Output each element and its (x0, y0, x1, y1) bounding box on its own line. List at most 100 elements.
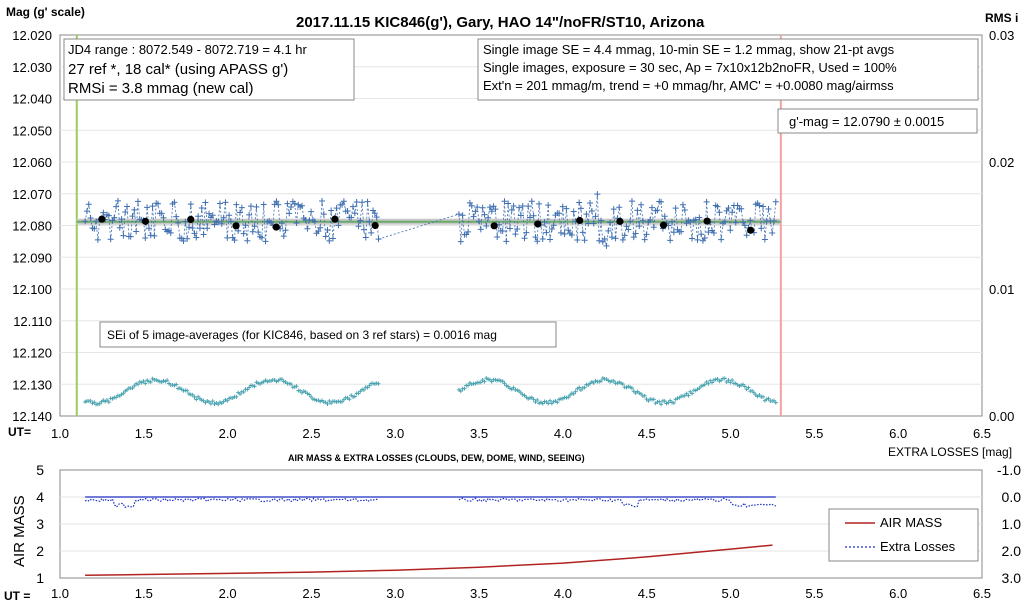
box-left: JD4 range : 8072.549 - 8072.719 = 4.1 hr… (63, 38, 355, 101)
mag-point (758, 225, 765, 232)
mag-point (286, 210, 293, 217)
rms-point (458, 389, 463, 394)
rms-point (690, 391, 695, 396)
bottom-y2tick-label: -1.0 (997, 462, 1021, 478)
mag-point (120, 232, 127, 239)
mag-point (238, 204, 245, 211)
mag-point (679, 201, 686, 208)
box-left-line-1: JD4 range : 8072.549 - 8072.719 = 4.1 hr (68, 42, 308, 57)
mag-point (235, 227, 242, 234)
mag-point (577, 205, 584, 212)
mag-point (114, 197, 121, 204)
bottom-xtick-label: 2.5 (302, 586, 320, 601)
sei-box-frame (99, 321, 557, 348)
mag-point (107, 236, 114, 243)
mag-point (559, 203, 566, 210)
mag-point (581, 237, 588, 244)
top-xlabel: UT= (8, 425, 31, 439)
mag-point (224, 234, 231, 241)
mag-point (628, 198, 635, 205)
legend-extra-label: Extra Losses (880, 539, 956, 554)
top-y2tick-label: 0.00 (989, 409, 1014, 424)
mag-point (501, 198, 508, 205)
mag-point (485, 214, 492, 221)
rms-point (686, 393, 691, 398)
bottom-xtick-label: 4.5 (638, 586, 656, 601)
rms-point (642, 393, 647, 398)
mag-point (696, 214, 703, 221)
mag-point (244, 237, 251, 244)
mag-point (661, 213, 668, 220)
mag-point (743, 232, 750, 239)
box-right-line-3: Ext'n = 201 mmag/m, trend = +0 mmag/hr, … (483, 78, 894, 93)
mag-point (196, 225, 203, 232)
airmass-series (85, 544, 773, 577)
mag-point (583, 211, 590, 218)
mag-point (113, 203, 120, 210)
rms-point (715, 377, 720, 382)
rms-point (671, 400, 676, 405)
rms-point (555, 400, 560, 405)
mag-point (607, 219, 614, 226)
mag-point (127, 233, 134, 240)
mag-point (202, 199, 209, 206)
mag-point (579, 229, 586, 236)
bottom-title: AIR MASS & EXTRA LOSSES (CLOUDS, DEW, DO… (288, 453, 585, 463)
mag-point (371, 210, 378, 217)
mag-point (565, 227, 572, 234)
mag-point (273, 198, 280, 205)
mag-point (459, 212, 466, 219)
mag-point (317, 224, 324, 231)
average-point (616, 217, 624, 225)
mag-point (694, 236, 701, 243)
bottom-ytick-label: 3 (36, 516, 44, 532)
rms-point (148, 379, 153, 384)
mag-point (280, 233, 287, 240)
mag-point (129, 213, 136, 220)
rms-point (234, 394, 239, 399)
rms-point (697, 386, 702, 391)
mag-point (326, 237, 333, 244)
mag-point (94, 236, 101, 243)
rms-point (190, 392, 195, 397)
mag-point (543, 229, 550, 236)
mag-point (512, 231, 519, 238)
mag-point (670, 229, 677, 236)
mag-point (246, 211, 253, 218)
mag-point (304, 225, 311, 232)
mag-point (732, 219, 739, 226)
mag-point (714, 203, 721, 210)
mag-point (375, 236, 382, 243)
bottom-ytick-label: 2 (36, 543, 44, 559)
average-point (703, 217, 711, 225)
bottom-xtick-label: 3.5 (470, 586, 488, 601)
mag-point (636, 223, 643, 230)
rms-point (309, 394, 314, 399)
box-left-line-3: RMSi = 3.8 mmag (new cal) (68, 80, 253, 97)
mag-point (87, 215, 94, 222)
mag-point (218, 220, 225, 227)
rms-point (639, 391, 644, 396)
top-ytick-label: 12.040 (12, 92, 52, 107)
mag-point (643, 231, 650, 238)
extra-losses-line (458, 497, 776, 508)
mag-point (654, 207, 661, 214)
mag-point (105, 212, 112, 219)
mag-point (122, 208, 129, 215)
mag-point (182, 218, 189, 225)
mag-point (701, 234, 708, 241)
average-point (534, 220, 542, 228)
mag-point (373, 214, 380, 221)
mag-point (627, 218, 634, 225)
mag-point (255, 229, 262, 236)
box-right: Single image SE = 4.4 mmag, 10-min SE = … (477, 38, 979, 101)
mag-point (477, 226, 484, 233)
mag-point (195, 213, 202, 220)
mag-point (519, 203, 526, 210)
mag-point (200, 231, 207, 238)
rms-point (611, 378, 616, 383)
top-ytick-label: 12.050 (12, 123, 52, 138)
mag-point (206, 210, 213, 217)
top-xtick-label: 3.0 (386, 426, 404, 441)
mag-point (632, 230, 639, 237)
